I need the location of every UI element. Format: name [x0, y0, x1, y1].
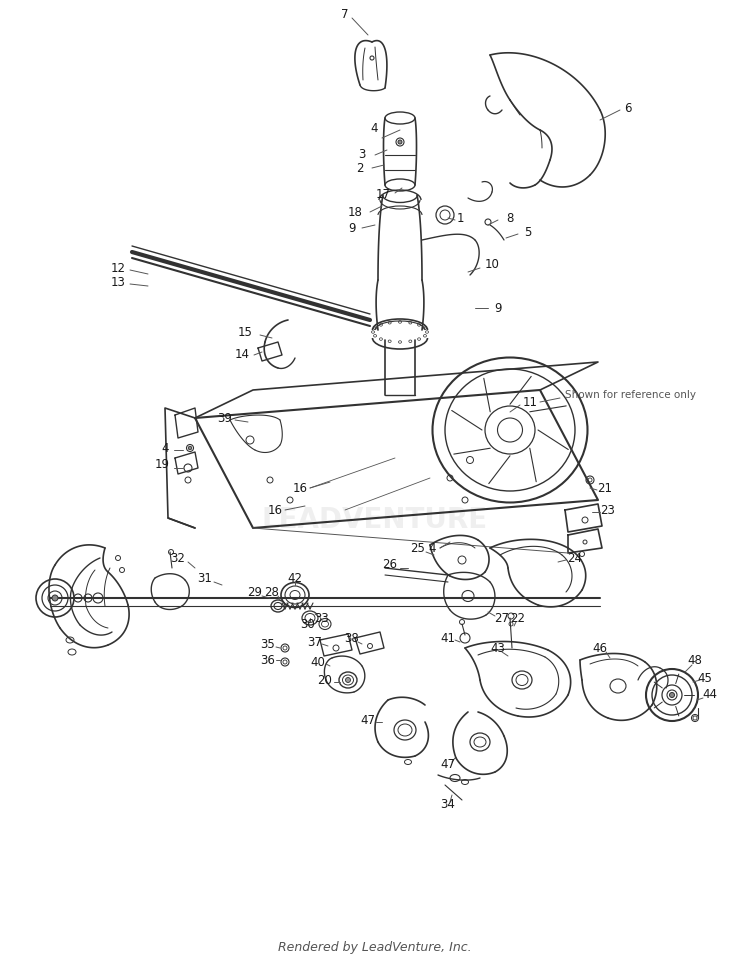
Text: 33: 33 — [315, 612, 329, 624]
Text: 45: 45 — [698, 672, 712, 684]
Text: 16: 16 — [292, 481, 308, 495]
Text: 11: 11 — [523, 396, 538, 408]
Text: 35: 35 — [261, 639, 275, 651]
Text: 44: 44 — [703, 688, 718, 702]
Text: 30: 30 — [301, 619, 315, 631]
Text: 2: 2 — [356, 162, 364, 174]
Text: 37: 37 — [308, 636, 322, 649]
Ellipse shape — [346, 678, 350, 682]
Text: 12: 12 — [110, 261, 125, 275]
Text: 10: 10 — [484, 258, 500, 271]
Ellipse shape — [398, 140, 402, 144]
Text: 7: 7 — [341, 9, 349, 21]
Text: 9: 9 — [348, 222, 355, 234]
Text: 31: 31 — [197, 571, 212, 585]
Text: 36: 36 — [260, 653, 275, 667]
Text: 9: 9 — [494, 301, 502, 315]
Text: 19: 19 — [154, 459, 170, 471]
Text: 32: 32 — [170, 552, 185, 564]
Text: 42: 42 — [287, 571, 302, 585]
Text: 41: 41 — [440, 631, 455, 645]
Text: 17: 17 — [376, 189, 391, 201]
Text: 14: 14 — [235, 348, 250, 361]
Text: 24: 24 — [568, 552, 583, 564]
Text: 15: 15 — [238, 325, 253, 339]
Text: 47: 47 — [440, 759, 455, 771]
Text: 22: 22 — [511, 612, 526, 624]
Text: 25: 25 — [410, 541, 425, 555]
Text: Rendered by LeadVenture, Inc.: Rendered by LeadVenture, Inc. — [278, 942, 472, 954]
Text: 47: 47 — [361, 713, 376, 727]
Text: 48: 48 — [688, 653, 703, 667]
Text: 34: 34 — [440, 799, 455, 811]
Text: 4: 4 — [161, 441, 169, 455]
Text: 18: 18 — [347, 205, 362, 219]
Text: 46: 46 — [592, 642, 608, 654]
Text: 3: 3 — [358, 148, 366, 162]
Text: 38: 38 — [344, 631, 359, 645]
Ellipse shape — [670, 692, 674, 698]
Ellipse shape — [52, 595, 58, 601]
Text: 43: 43 — [490, 642, 506, 654]
Text: 4: 4 — [428, 541, 436, 555]
Text: 27: 27 — [494, 612, 509, 624]
Text: 6: 6 — [624, 102, 632, 114]
Text: 29: 29 — [248, 586, 262, 598]
Text: 13: 13 — [110, 276, 125, 288]
Text: 39: 39 — [217, 411, 232, 425]
Text: Shown for reference only: Shown for reference only — [565, 390, 696, 400]
Text: 20: 20 — [317, 674, 332, 686]
Text: 26: 26 — [382, 559, 398, 571]
Text: 21: 21 — [598, 481, 613, 495]
Text: 40: 40 — [310, 655, 326, 669]
Text: 28: 28 — [265, 586, 280, 598]
Text: LEADVENTURE: LEADVENTURE — [262, 506, 488, 534]
Text: 23: 23 — [601, 503, 616, 517]
Text: 1: 1 — [456, 211, 464, 225]
Text: 5: 5 — [524, 226, 532, 238]
Text: 4: 4 — [370, 122, 378, 135]
Text: 16: 16 — [268, 503, 283, 517]
Text: 8: 8 — [506, 211, 514, 225]
Ellipse shape — [188, 446, 192, 450]
